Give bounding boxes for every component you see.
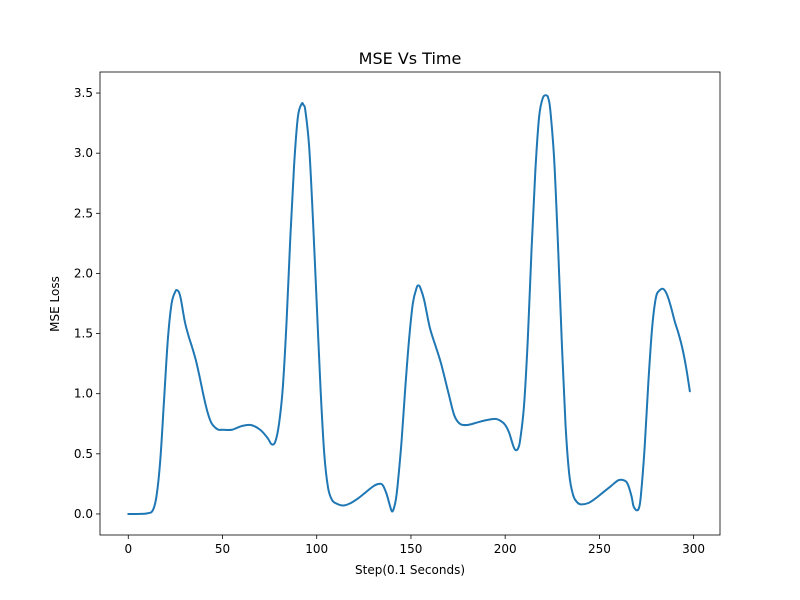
x-tick-label: 150 [399,542,422,556]
y-tick-label: 3.0 [74,146,93,160]
x-tick-label: 0 [124,542,132,556]
x-tick-label: 250 [588,542,611,556]
chart-title: MSE Vs Time [359,49,462,68]
axes-frame [99,71,721,536]
x-tick-label: 300 [682,542,705,556]
y-tick-label: 0.5 [74,447,93,461]
y-tick-label: 0.0 [74,507,93,521]
plot-layer [127,94,691,515]
y-tick-label: 1.0 [74,387,93,401]
y-tick-label: 2.5 [74,206,93,220]
y-tick-label: 1.5 [74,327,93,341]
x-tick-label: 50 [215,542,230,556]
x-tick-label: 200 [494,542,517,556]
ticks-layer: 0 50 100 150 200 250 300 0.0 0.5 1.0 1.5 2.0 2.5 3.0 3… [74,86,705,556]
y-axis-label: MSE Loss [48,276,62,332]
x-tick-label: 100 [305,542,328,556]
y-tick-label: 2.0 [74,266,93,280]
mse-series-line [127,94,691,515]
x-axis-label: Step(0.1 Seconds) [355,563,465,577]
y-tick-label: 3.5 [74,86,93,100]
